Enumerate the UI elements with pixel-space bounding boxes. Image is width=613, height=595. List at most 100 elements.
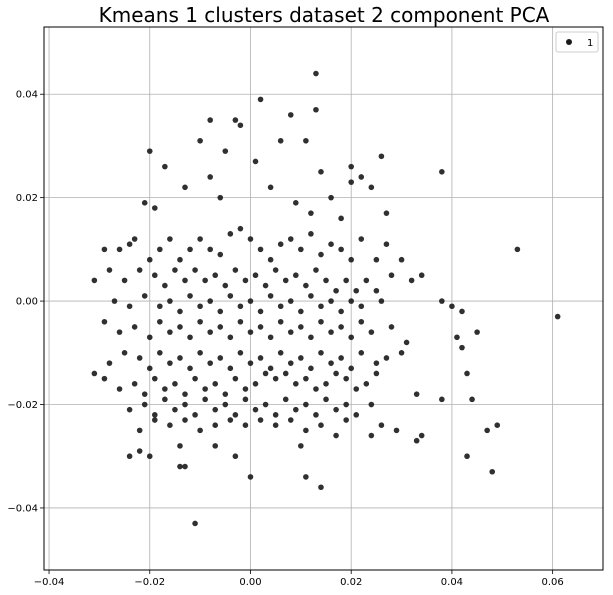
plot-frame <box>43 26 604 571</box>
x-tick-label: −0.02 <box>134 577 165 588</box>
data-point <box>318 303 324 310</box>
data-point <box>242 422 249 429</box>
data-point <box>257 308 264 315</box>
data-point <box>287 329 294 335</box>
legend-label: 1 <box>587 38 593 49</box>
data-point <box>167 422 173 429</box>
data-point <box>373 256 380 263</box>
data-point <box>378 153 385 160</box>
data-point <box>313 386 319 392</box>
data-point <box>338 324 344 330</box>
data-point <box>136 267 143 273</box>
data-point <box>192 267 198 273</box>
data-point <box>227 231 234 237</box>
chart-title: Kmeans 1 clusters dataset 2 component PC… <box>99 3 550 27</box>
data-point <box>328 194 334 201</box>
data-point <box>338 246 344 253</box>
data-point <box>313 267 319 273</box>
data-point <box>343 401 349 408</box>
data-point <box>162 282 168 289</box>
data-point <box>192 520 198 527</box>
data-point <box>202 277 208 284</box>
data-point <box>222 148 229 154</box>
data-point <box>151 272 158 279</box>
data-point <box>207 246 213 253</box>
data-point <box>177 324 183 330</box>
data-point <box>318 350 324 356</box>
x-axis-ticks: −0.04 −0.02 0.00 0.02 0.04 0.06 <box>34 570 564 588</box>
data-point <box>318 169 324 175</box>
data-point <box>378 422 385 429</box>
data-point <box>151 412 158 418</box>
data-point <box>454 334 460 341</box>
data-point <box>287 112 294 118</box>
data-point <box>151 205 158 211</box>
data-point <box>252 158 259 165</box>
data-point <box>237 122 244 129</box>
data-point <box>272 422 279 429</box>
data-point <box>157 303 163 310</box>
data-point <box>182 417 188 423</box>
grid-lines <box>44 27 603 570</box>
data-point <box>398 350 405 356</box>
data-point <box>368 184 375 191</box>
data-point <box>202 396 208 403</box>
y-tick-label: 0.00 <box>16 297 38 308</box>
data-point <box>227 365 234 372</box>
data-point <box>106 360 113 366</box>
data-point <box>383 241 390 247</box>
data-point <box>121 277 128 284</box>
y-tick-label: 0.02 <box>16 193 38 204</box>
data-point <box>353 386 360 392</box>
data-point <box>232 117 239 123</box>
data-point <box>353 287 360 294</box>
data-point <box>116 246 123 253</box>
data-point <box>323 396 329 403</box>
data-point <box>232 453 239 460</box>
data-point <box>212 443 219 449</box>
legend: 1 <box>555 31 599 53</box>
data-point <box>358 236 365 242</box>
data-point <box>338 355 344 361</box>
data-point <box>172 381 178 387</box>
data-point <box>91 277 98 284</box>
data-point <box>298 355 304 361</box>
data-point <box>303 137 309 144</box>
data-point <box>157 318 163 325</box>
data-point <box>308 210 314 216</box>
data-point <box>232 412 239 418</box>
legend-marker <box>566 39 572 45</box>
data-point <box>182 463 188 470</box>
data-point <box>197 318 203 325</box>
data-point <box>318 422 324 429</box>
data-point <box>262 401 269 408</box>
x-tick-label: −0.04 <box>34 577 65 588</box>
data-point <box>287 236 294 242</box>
data-point <box>247 298 254 304</box>
data-point <box>131 381 138 387</box>
data-point <box>348 334 354 341</box>
data-point <box>338 215 344 222</box>
data-point <box>267 334 274 341</box>
data-point <box>373 360 380 366</box>
data-point <box>252 272 259 279</box>
data-point <box>393 427 400 434</box>
data-point <box>373 287 380 294</box>
x-tick-label: 0.04 <box>441 577 463 588</box>
data-point <box>232 267 239 273</box>
data-point <box>303 401 309 408</box>
data-point <box>197 137 203 144</box>
data-point <box>232 375 239 382</box>
data-point <box>217 324 224 330</box>
data-point <box>277 318 284 325</box>
data-point <box>318 318 324 325</box>
data-point <box>408 277 415 284</box>
data-point <box>328 360 334 366</box>
data-point <box>287 360 294 366</box>
data-point <box>182 391 188 397</box>
data-point <box>343 375 349 382</box>
data-point <box>469 396 475 403</box>
data-point <box>358 318 365 325</box>
data-point <box>494 422 501 429</box>
